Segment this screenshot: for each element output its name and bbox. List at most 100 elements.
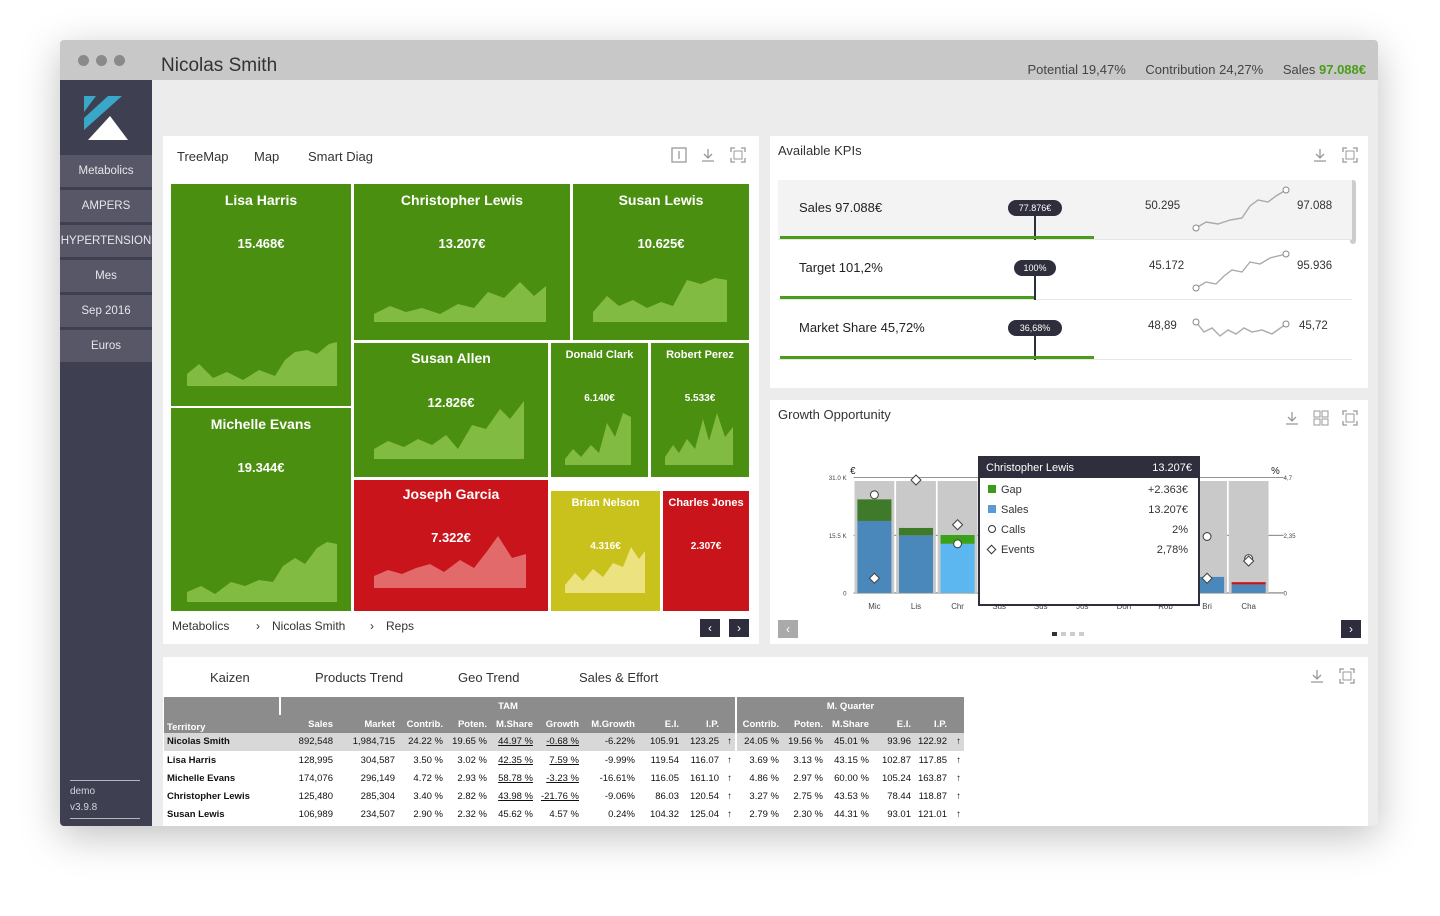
table-row[interactable]: Christopher Lewis 125,480 285,304 3.40 % 2.8… [164,787,964,806]
tooltip-label: Gap [1001,484,1022,496]
col-header[interactable]: Contrib. [735,715,782,733]
treemap-tile-susan-lewis[interactable]: Susan Lewis 10.625€ [573,184,749,340]
sidebar-item-period[interactable]: Sep 2016 [60,295,152,327]
group-header-quarter: M. Quarter [735,697,964,715]
treemap-tile-susan-allen[interactable]: Susan Allen 12.826€ [354,343,548,477]
info-icon[interactable] [671,147,687,163]
x-tick-label: Bri [1202,602,1212,611]
header-stats: Potential 19,47% Contribution 24,27% Sal… [1011,62,1366,77]
page-title: Nicolas Smith [161,55,278,76]
fullscreen-icon[interactable] [1342,410,1358,426]
col-header[interactable] [722,715,736,733]
tab-products-trend[interactable]: Products Trend [315,670,404,685]
sidebar-item-metabolics[interactable]: Metabolics [60,155,152,187]
table-row[interactable]: Nicolas Smith 892,548 1,984,715 24.22 % 19.6… [164,733,964,752]
fullscreen-icon[interactable] [1342,147,1358,163]
page-dot-active[interactable] [1052,632,1057,636]
tab-treemap[interactable]: TreeMap [177,149,229,164]
col-header[interactable]: Poten. [782,715,826,733]
kpi-badge: 100% [1014,260,1056,276]
table-row[interactable]: Susan Lewis 106,989 234,507 2.90 % 2.32 % 45.… [164,805,964,824]
tile-name: Charles Jones [668,497,744,509]
fullscreen-icon[interactable] [730,147,746,163]
kpi-row-market-share[interactable]: Market Share 45,72% 36,68% 48,89 45,72 [778,300,1352,360]
y2-unit-label: % [1271,466,1280,477]
table-cell: 93.01 [872,805,914,824]
treemap-tile-lisa-harris[interactable]: Lisa Harris 15.468€ [171,184,351,406]
kpi-row-sales[interactable]: Sales 97.088€ 77.876€ 50.295 97.088 [778,180,1352,240]
tab-sales-effort[interactable]: Sales & Effort [579,670,659,685]
download-icon[interactable] [1309,668,1325,684]
table-cell: 45.62 % [490,805,536,824]
col-header[interactable]: M.Growth [582,715,638,733]
table-cell: 296,149 [336,769,398,788]
treemap-tile-brian-nelson[interactable]: Brian Nelson 4.316€ [551,491,660,611]
download-icon[interactable] [700,147,716,163]
chart-point-events [951,518,964,531]
trend-up-icon: ↑ [722,787,736,806]
col-header[interactable]: Poten. [446,715,490,733]
kpi-row-target[interactable]: Target 101,2% 100% 45.172 95.936 [778,240,1352,300]
breadcrumb-nicolas-smith[interactable]: Nicolas Smith [272,619,346,633]
page-dot[interactable] [1079,632,1084,636]
kpi-end-value: 97.088 [1297,200,1333,212]
col-header[interactable]: E.I. [638,715,682,733]
col-header[interactable]: Territory [164,697,280,733]
tile-sparkline [565,547,645,593]
kpi-scrollbar[interactable] [1350,180,1356,244]
sidebar-item-currency[interactable]: Euros [60,330,152,362]
col-header[interactable]: I.P. [682,715,722,733]
table-cell: 3.50 % [398,751,446,770]
tile-value: 7.322€ [431,530,471,545]
breadcrumb-reps[interactable]: Reps [386,619,415,633]
col-header[interactable]: I.P. [914,715,950,733]
col-header[interactable]: Growth [536,715,582,733]
treemap-tile-michelle-evans[interactable]: Michelle Evans 19.344€ [171,408,351,611]
col-header[interactable]: E.I. [872,715,914,733]
table-cell: 304,587 [336,751,398,770]
tab-map[interactable]: Map [254,149,280,164]
table-row[interactable]: Michelle Evans 174,076 296,149 4.72 % 2.93 %… [164,769,964,788]
tab-smart-diag[interactable]: Smart Diag [308,149,374,164]
x-tick-label: Sus [992,602,1006,611]
window-minimize-dot[interactable] [96,55,107,66]
sidebar-item-ampers[interactable]: AMPERS [60,190,152,222]
window-close-dot[interactable] [78,55,89,66]
chart-next-button[interactable]: › [1341,620,1361,638]
page-dot[interactable] [1070,632,1075,636]
window-zoom-dot[interactable] [114,55,125,66]
table-row[interactable]: Lisa Harris 128,995 304,587 3.50 % 3.02 % 42.… [164,751,964,770]
treemap-tile-christopher-lewis[interactable]: Christopher Lewis 13.207€ [354,184,570,340]
grid-view-icon[interactable] [1313,410,1329,426]
tab-geo-trend[interactable]: Geo Trend [458,670,520,685]
treemap-tile-robert-perez[interactable]: Robert Perez 5.533€ [651,343,749,477]
col-header[interactable]: M.Share [490,715,536,733]
table-cell: 105.24 [872,769,914,788]
col-header[interactable] [950,715,964,733]
tooltip-value: +2.363€ [1147,484,1188,496]
page-dot[interactable] [1061,632,1066,636]
kpi-badge: 77.876€ [1008,200,1062,216]
col-header[interactable]: Sales [280,715,336,733]
tab-kaizen[interactable]: Kaizen [210,670,250,685]
next-button[interactable]: › [729,619,749,637]
chart-prev-button[interactable]: ‹ [778,620,798,638]
table-cell: -0.68 % [536,733,582,752]
download-icon[interactable] [1312,147,1328,163]
treemap-tile-joseph-garcia[interactable]: Joseph Garcia 7.322€ [354,480,548,611]
sidebar-item-hypertension[interactable]: HYPERTENSION [60,225,152,257]
table-cell: 43.98 % [490,787,536,806]
download-icon[interactable] [1284,410,1300,426]
sidebar-item-mes[interactable]: Mes [60,260,152,292]
table-cell: 43.53 % [826,787,872,806]
treemap-tile-charles-jones[interactable]: Charles Jones 2.307€ [663,491,749,611]
fullscreen-icon[interactable] [1339,668,1355,684]
table-cell: 2.30 % [782,805,826,824]
col-header[interactable]: M.Share [826,715,872,733]
breadcrumb-metabolics[interactable]: Metabolics [172,619,230,633]
col-header[interactable]: Market [336,715,398,733]
tile-sparkline [593,278,727,322]
prev-button[interactable]: ‹ [700,619,720,637]
col-header[interactable]: Contrib. [398,715,446,733]
treemap-tile-donald-clark[interactable]: Donald Clark 6.140€ [551,343,648,477]
